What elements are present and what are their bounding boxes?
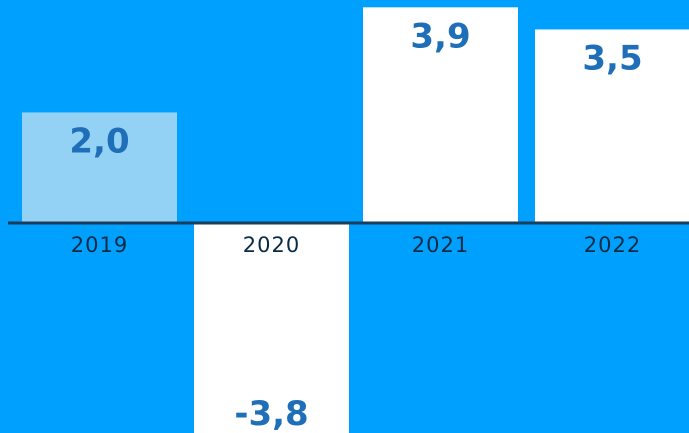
bar-2019 bbox=[22, 112, 177, 223]
bar-2022 bbox=[535, 29, 689, 224]
category-label-2019: 2019 bbox=[71, 233, 128, 257]
value-label-2022: 3,5 bbox=[582, 38, 642, 78]
value-label-2019: 2,0 bbox=[69, 121, 129, 161]
category-label-2020: 2020 bbox=[243, 233, 300, 257]
value-label-2020: -3,8 bbox=[234, 394, 308, 433]
category-label-2022: 2022 bbox=[584, 233, 641, 257]
category-label-2021: 2021 bbox=[412, 233, 469, 257]
bar-2021 bbox=[363, 7, 518, 223]
value-label-2021: 3,9 bbox=[410, 16, 470, 56]
value-labels: 2,0 -3,8 3,9 3,5 bbox=[69, 16, 642, 433]
category-labels: 2019 2020 2021 2022 bbox=[71, 233, 641, 257]
bars-group bbox=[22, 7, 689, 433]
bar-2020 bbox=[194, 223, 349, 433]
